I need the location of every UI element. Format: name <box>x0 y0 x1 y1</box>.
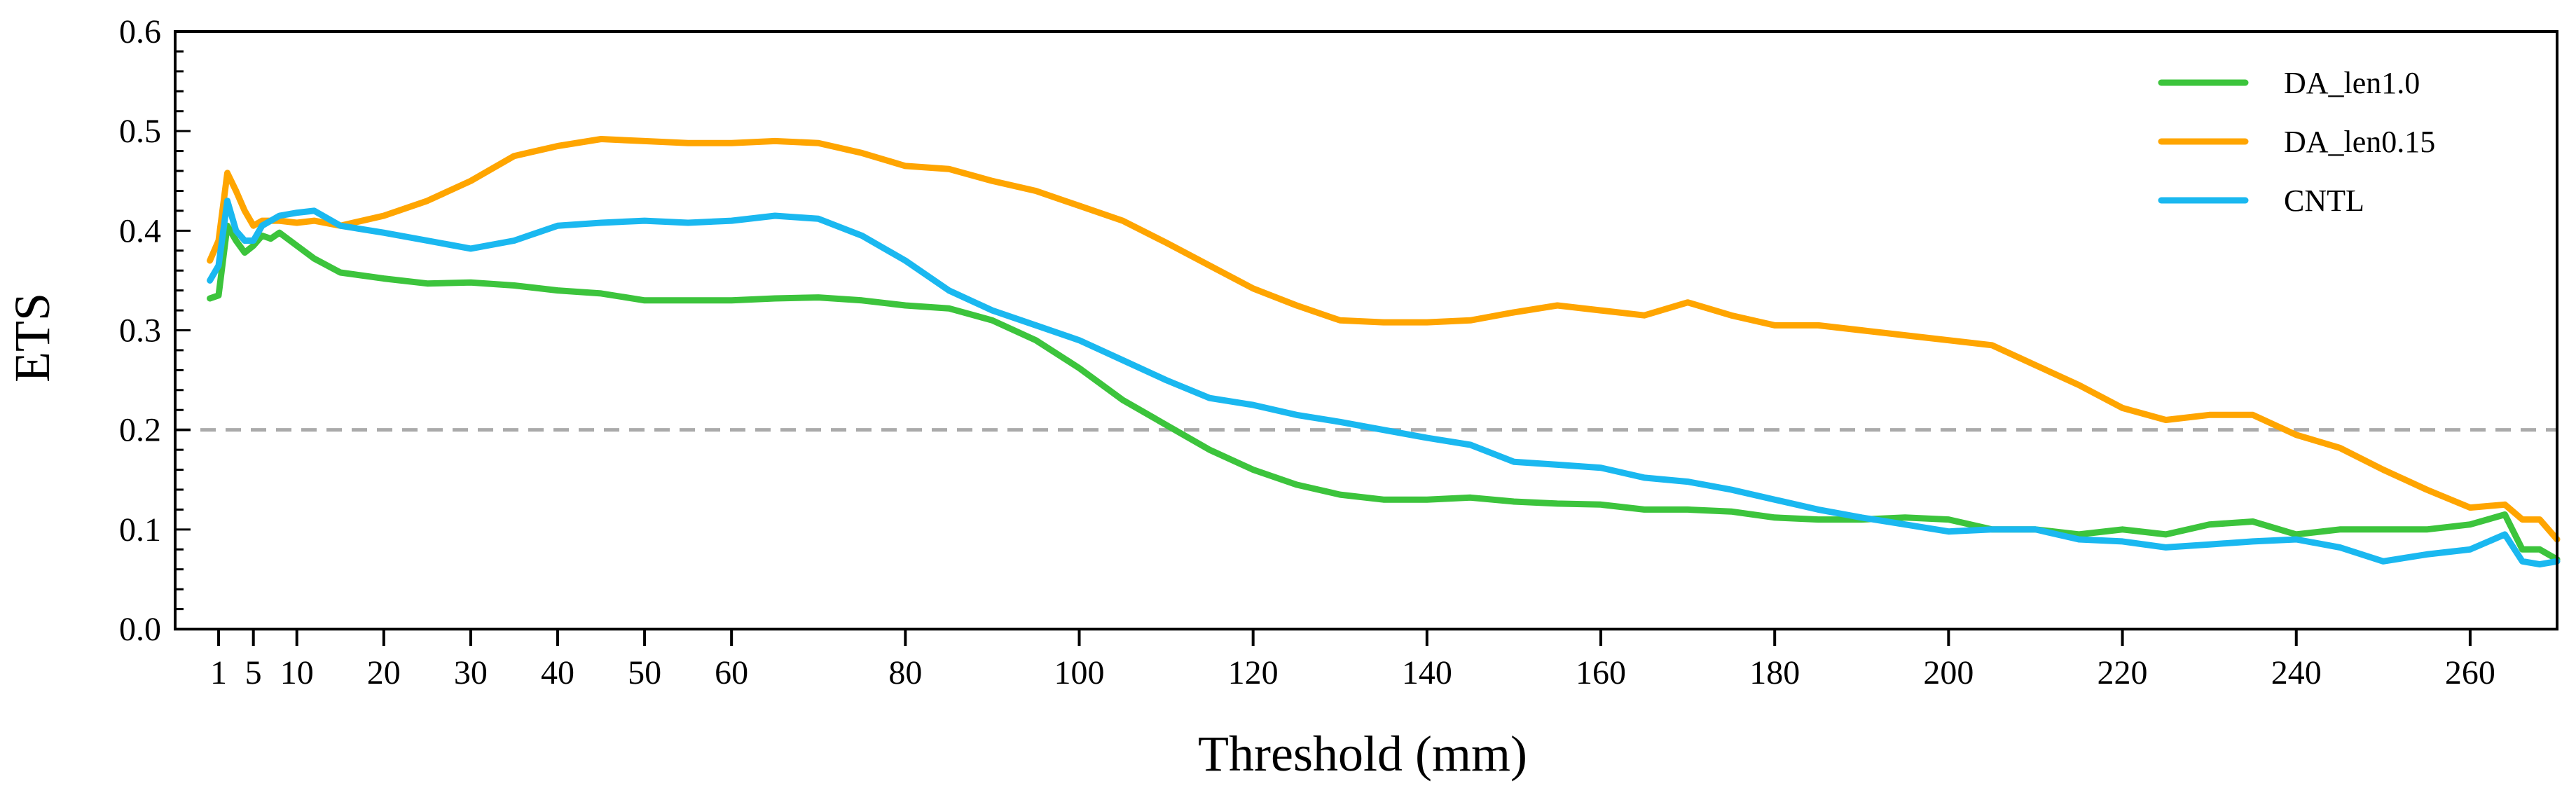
legend-label: DA_len0.15 <box>2284 125 2435 159</box>
legend: DA_len1.0 DA_len0.15 CNTL <box>2158 66 2435 218</box>
x-tick-label: 60 <box>715 654 748 691</box>
y-axis-title: ETS <box>4 293 60 382</box>
x-tick-label: 30 <box>454 654 488 691</box>
x-tick-label: 240 <box>2271 654 2322 691</box>
x-tick-label: 10 <box>280 654 314 691</box>
y-tick-label: 0.3 <box>119 312 161 350</box>
legend-label: CNTL <box>2284 184 2364 218</box>
y-tick-label: 0.1 <box>119 511 161 549</box>
x-axis-title: Threshold (mm) <box>1198 726 1527 782</box>
y-tick-label: 0.2 <box>119 412 161 449</box>
x-tick-label: 100 <box>1054 654 1105 691</box>
y-tick-label: 0.6 <box>119 13 161 50</box>
x-tick-label: 5 <box>245 654 262 691</box>
plot-frame <box>174 30 2558 630</box>
x-tick-label: 1 <box>210 654 227 691</box>
x-tick-label: 160 <box>1576 654 1626 691</box>
x-tick-label: 50 <box>628 654 661 691</box>
axes-layer: 0.0 0.1 0.2 0.3 0.4 0.5 0.6 1 5 10 20 30 40 50 60 80 100… <box>119 13 2558 691</box>
x-tick-label: 260 <box>2445 654 2495 691</box>
y-tick-label: 0.4 <box>119 212 161 249</box>
y-tick-label: 0.0 <box>119 611 161 648</box>
series-line-da-len1-0 <box>207 222 2561 563</box>
series-layer <box>207 136 2561 568</box>
legend-label: DA_len1.0 <box>2284 66 2420 100</box>
x-tick-label: 140 <box>1402 654 1452 691</box>
x-tick-label: 20 <box>367 654 401 691</box>
y-tick-label: 0.5 <box>119 113 161 150</box>
x-tick-label: 40 <box>541 654 574 691</box>
series-line-cntl <box>207 198 2561 568</box>
x-tick-label: 220 <box>2098 654 2148 691</box>
x-tick-label: 200 <box>1923 654 1974 691</box>
x-tick-label: 180 <box>1749 654 1800 691</box>
x-tick-label: 80 <box>888 654 922 691</box>
x-tick-label: 120 <box>1228 654 1279 691</box>
